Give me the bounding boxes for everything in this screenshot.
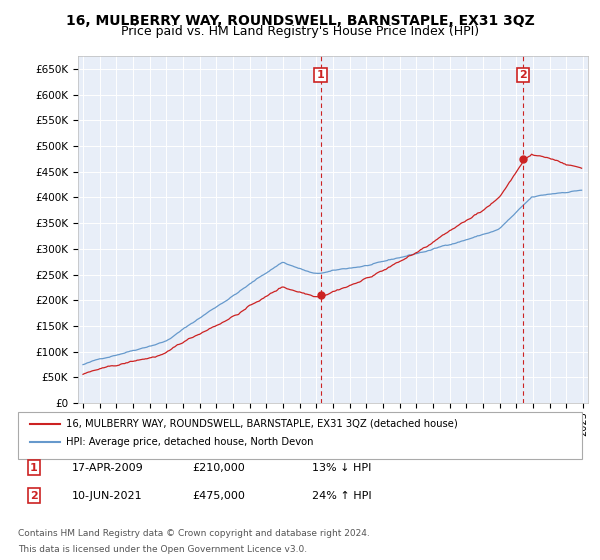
Text: 16, MULBERRY WAY, ROUNDSWELL, BARNSTAPLE, EX31 3QZ: 16, MULBERRY WAY, ROUNDSWELL, BARNSTAPLE…: [65, 14, 535, 28]
Text: 10-JUN-2021: 10-JUN-2021: [72, 491, 143, 501]
Text: £210,000: £210,000: [192, 463, 245, 473]
Text: 1: 1: [317, 70, 325, 80]
Text: 2: 2: [520, 70, 527, 80]
Text: 1: 1: [30, 463, 38, 473]
Text: This data is licensed under the Open Government Licence v3.0.: This data is licensed under the Open Gov…: [18, 545, 307, 554]
Text: 2: 2: [30, 491, 38, 501]
Text: Price paid vs. HM Land Registry's House Price Index (HPI): Price paid vs. HM Land Registry's House …: [121, 25, 479, 38]
Text: 13% ↓ HPI: 13% ↓ HPI: [312, 463, 371, 473]
Text: 16, MULBERRY WAY, ROUNDSWELL, BARNSTAPLE, EX31 3QZ (detached house): 16, MULBERRY WAY, ROUNDSWELL, BARNSTAPLE…: [66, 419, 458, 429]
Text: £475,000: £475,000: [192, 491, 245, 501]
Text: Contains HM Land Registry data © Crown copyright and database right 2024.: Contains HM Land Registry data © Crown c…: [18, 529, 370, 538]
Text: HPI: Average price, detached house, North Devon: HPI: Average price, detached house, Nort…: [66, 437, 314, 447]
Text: 24% ↑ HPI: 24% ↑ HPI: [312, 491, 371, 501]
Text: 17-APR-2009: 17-APR-2009: [72, 463, 144, 473]
